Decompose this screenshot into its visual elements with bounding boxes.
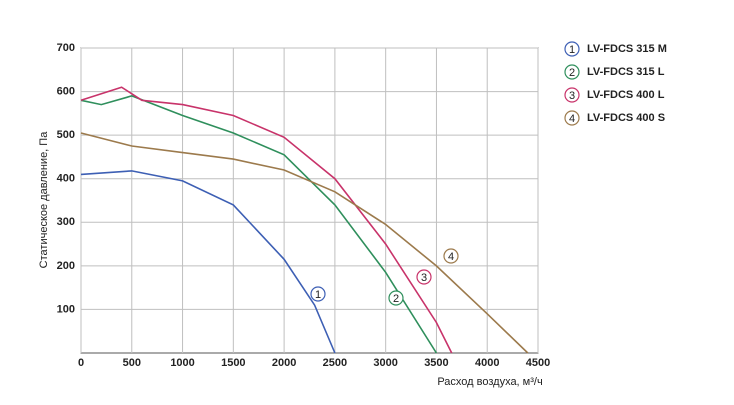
legend-label: LV-FDCS 315 L xyxy=(587,66,665,78)
y-tick-label: 200 xyxy=(57,260,75,272)
curve-tag: 2 xyxy=(393,293,399,305)
x-tick-label: 3000 xyxy=(373,357,397,369)
curve xyxy=(80,95,438,354)
legend-marker: 2 xyxy=(569,67,575,79)
x-tick-label: 1000 xyxy=(170,357,194,369)
plot-area xyxy=(80,47,539,354)
curve xyxy=(80,86,453,354)
curve-tag-circle xyxy=(388,290,404,306)
y-tick-label: 300 xyxy=(57,216,75,228)
x-tick-label: 0 xyxy=(78,357,84,369)
legend-label: LV-FDCS 400 S xyxy=(587,112,665,124)
curve-tag: 3 xyxy=(421,272,427,284)
y-tick-label: 100 xyxy=(57,303,75,315)
y-tick-label: 400 xyxy=(57,173,75,185)
legend-circle xyxy=(564,110,580,126)
legend-circle xyxy=(564,64,580,80)
curve xyxy=(80,132,529,354)
x-tick-label: 2000 xyxy=(272,357,296,369)
x-tick-label: 3500 xyxy=(424,357,448,369)
legend-label: LV-FDCS 400 L xyxy=(587,89,665,101)
x-tick-label: 4500 xyxy=(526,357,550,369)
legend-circle xyxy=(564,87,580,103)
y-tick-label: 500 xyxy=(57,129,75,141)
legend-circle xyxy=(564,41,580,57)
legend-marker: 4 xyxy=(569,113,575,125)
curve-tag: 1 xyxy=(315,289,321,301)
y-tick-label: 600 xyxy=(57,85,75,97)
x-tick-label: 1500 xyxy=(221,357,245,369)
legend-marker: 3 xyxy=(569,90,575,102)
y-tick-label: 700 xyxy=(57,42,75,54)
x-tick-label: 500 xyxy=(123,357,141,369)
curve-tag-circle xyxy=(416,269,432,285)
legend-marker: 1 xyxy=(569,44,575,56)
x-axis-label: Расход воздуха, м³/ч xyxy=(437,376,542,388)
legend-label: LV-FDCS 315 M xyxy=(587,43,667,55)
x-tick-label: 2500 xyxy=(323,357,347,369)
curve xyxy=(80,170,336,354)
x-tick-label: 4000 xyxy=(475,357,499,369)
curve-tag-circle xyxy=(310,286,326,302)
curve-tag: 4 xyxy=(448,251,454,263)
curve-tag-circle xyxy=(443,248,459,264)
y-axis-label: Статическое давление, Па xyxy=(38,131,50,269)
